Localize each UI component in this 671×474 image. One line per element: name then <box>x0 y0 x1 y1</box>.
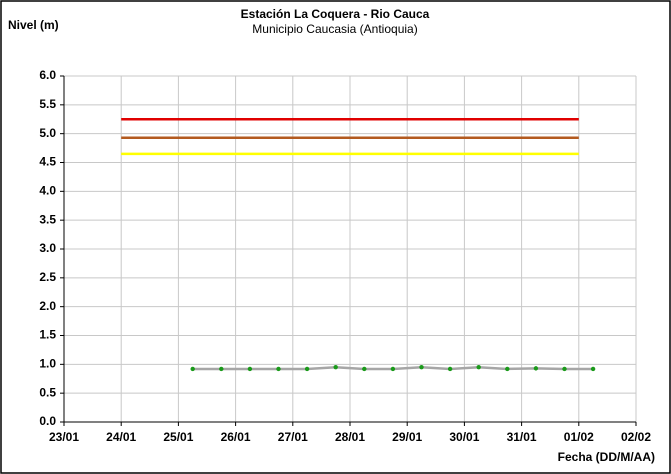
data-point <box>304 366 310 372</box>
y-tick-label: 2.0 <box>39 299 56 313</box>
y-tick-label: 5.5 <box>39 97 56 111</box>
data-point <box>476 365 481 370</box>
x-tick-label: 31/01 <box>507 430 537 444</box>
y-tick-label: 3.5 <box>39 212 56 226</box>
y-tick-label: 5.0 <box>39 126 56 140</box>
y-tick-label: 6.0 <box>39 68 56 82</box>
data-point <box>447 366 453 372</box>
x-tick-label: 24/01 <box>106 430 136 444</box>
data-point <box>419 365 424 370</box>
chart-subtitle: Municipio Caucasia (Antioquia) <box>252 22 417 36</box>
y-tick-label: 3.0 <box>39 241 56 255</box>
y-tick-label: 4.0 <box>39 184 56 198</box>
y-tick-label: 1.0 <box>39 357 56 371</box>
chart-title: Estación La Coquera - Rio Cauca <box>241 7 430 21</box>
data-point <box>562 366 567 372</box>
x-tick-label: 02/02 <box>621 430 651 444</box>
data-point <box>505 366 510 372</box>
x-tick-label: 30/01 <box>449 430 479 444</box>
y-tick-label: 0.5 <box>39 385 56 399</box>
data-point <box>590 366 596 372</box>
x-tick-label: 01/02 <box>564 430 594 444</box>
data-point <box>390 366 396 372</box>
data-point <box>247 366 253 372</box>
y-tick-label: 0.0 <box>39 414 56 428</box>
data-point <box>533 366 539 371</box>
data-point <box>276 366 281 372</box>
x-tick-label: 23/01 <box>49 430 79 444</box>
data-point <box>362 366 367 372</box>
y-tick-label: 4.5 <box>39 155 56 169</box>
x-tick-label: 29/01 <box>392 430 422 444</box>
x-tick-label: 28/01 <box>335 430 365 444</box>
x-axis-label: Fecha (DD/M/AA) <box>558 450 655 464</box>
y-tick-label: 2.5 <box>39 270 56 284</box>
x-tick-label: 27/01 <box>278 430 308 444</box>
y-axis-label: Nivel (m) <box>8 18 59 32</box>
y-tick-label: 1.5 <box>39 328 56 342</box>
data-point <box>333 365 338 370</box>
data-point <box>219 366 224 372</box>
x-tick-label: 25/01 <box>163 430 193 444</box>
x-tick-label: 26/01 <box>221 430 251 444</box>
data-point <box>190 366 195 372</box>
